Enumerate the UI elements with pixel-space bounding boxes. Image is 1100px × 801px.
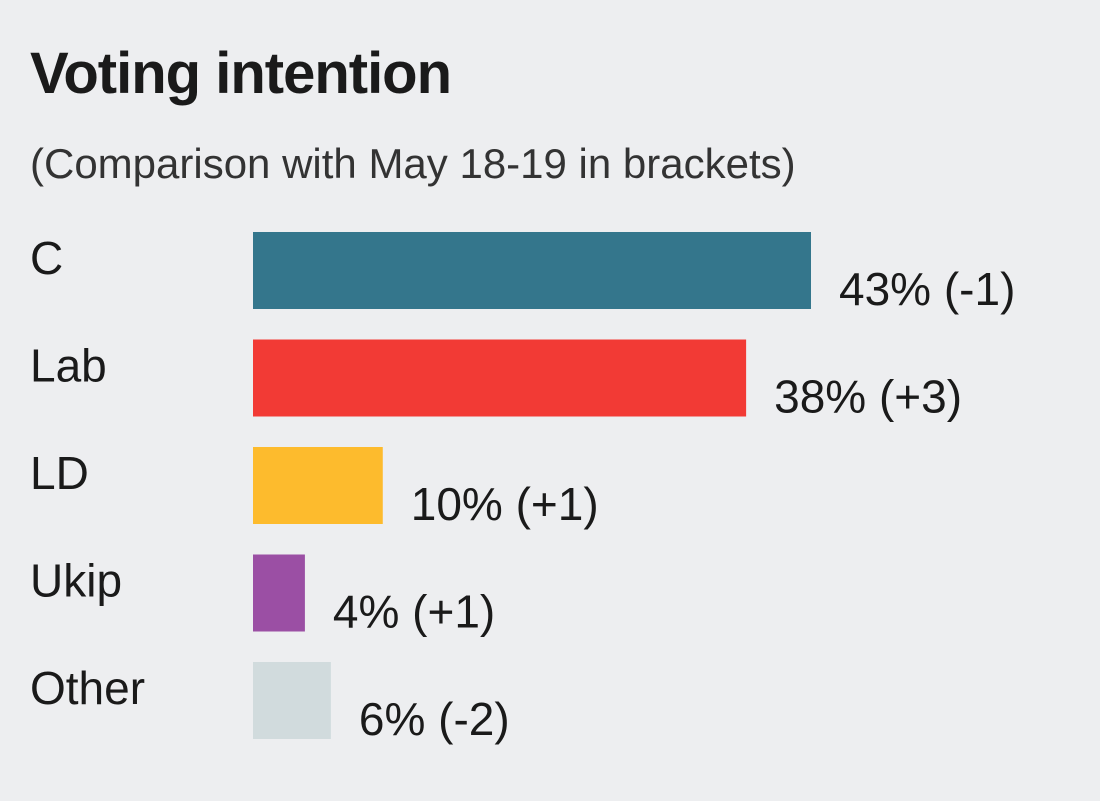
value-label-lab: 38% (+3): [774, 371, 962, 423]
bar-ld: [253, 447, 383, 524]
category-label-c: C: [30, 232, 63, 284]
value-label-ukip: 4% (+1): [333, 586, 495, 638]
bar-lab: [253, 339, 747, 417]
value-label-ld: 10% (+1): [411, 478, 599, 530]
chart-subtitle: (Comparison with May 18-19 in brackets): [30, 140, 796, 187]
bar-ukip: [253, 554, 305, 632]
category-label-other: Other: [30, 662, 145, 714]
category-label-ld: LD: [30, 447, 89, 499]
category-label-ukip: Ukip: [30, 555, 122, 607]
bar-c: [253, 232, 811, 309]
bar-other: [253, 662, 331, 739]
category-label-lab: Lab: [30, 340, 107, 392]
value-label-c: 43% (-1): [839, 263, 1015, 315]
value-label-other: 6% (-2): [359, 693, 510, 745]
chart-title: Voting intention: [30, 41, 452, 106]
